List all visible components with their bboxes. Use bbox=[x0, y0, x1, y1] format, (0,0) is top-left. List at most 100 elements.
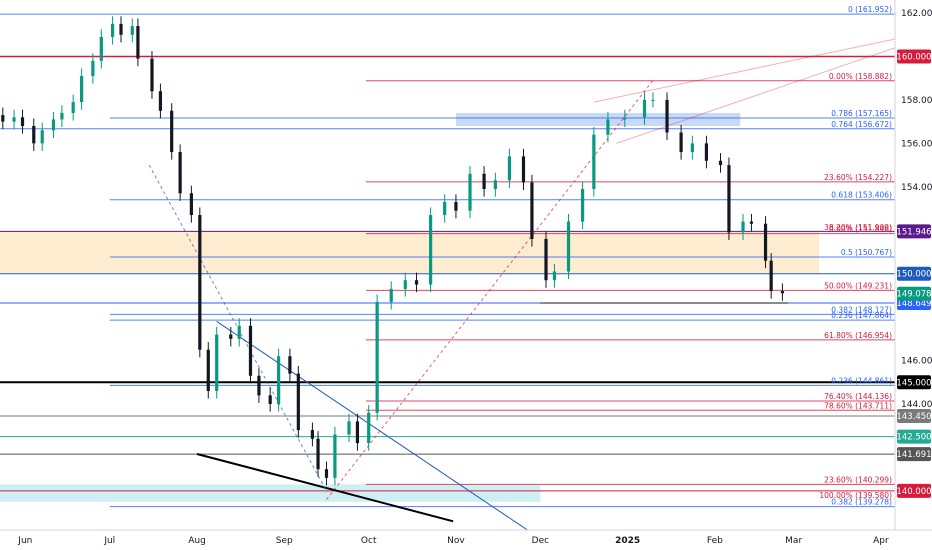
candle-body[interactable] bbox=[566, 221, 571, 272]
candle-body[interactable] bbox=[170, 110, 174, 153]
candle-body[interactable] bbox=[443, 202, 447, 216]
candle-body[interactable] bbox=[206, 349, 210, 391]
time-tick: Aug bbox=[188, 536, 206, 546]
candle-body[interactable] bbox=[414, 280, 419, 285]
candle-body[interactable] bbox=[189, 193, 193, 216]
candle-body[interactable] bbox=[12, 117, 16, 122]
zone-1 bbox=[455, 112, 741, 126]
channel-upper bbox=[593, 38, 896, 103]
price-tag[interactable] bbox=[897, 375, 931, 390]
time-axis-panel[interactable] bbox=[0, 530, 932, 550]
price-tag[interactable] bbox=[897, 483, 931, 498]
candle-body[interactable] bbox=[150, 58, 154, 92]
candle-body[interactable] bbox=[215, 334, 219, 391]
candle-body[interactable] bbox=[20, 117, 25, 126]
price-tag[interactable] bbox=[897, 429, 931, 444]
candle-body[interactable] bbox=[347, 421, 351, 435]
candle-body[interactable] bbox=[429, 215, 433, 285]
candle-body[interactable] bbox=[1, 115, 5, 122]
candle-body[interactable] bbox=[333, 434, 337, 478]
price-tag[interactable] bbox=[897, 266, 931, 281]
price-tag[interactable] bbox=[897, 286, 931, 301]
fib-label: 0.236 (144.861) bbox=[831, 376, 892, 385]
candle-body[interactable] bbox=[454, 202, 458, 211]
candle-body[interactable] bbox=[32, 125, 36, 144]
candle-body[interactable] bbox=[606, 119, 610, 135]
candle-body[interactable] bbox=[665, 99, 669, 133]
candle-body[interactable] bbox=[592, 134, 596, 189]
candle-body[interactable] bbox=[727, 165, 731, 233]
candle-body[interactable] bbox=[375, 301, 379, 413]
candle-body[interactable] bbox=[780, 291, 785, 294]
candle-body[interactable] bbox=[403, 280, 407, 289]
drawings-layer bbox=[148, 38, 896, 540]
candle-body[interactable] bbox=[468, 173, 472, 211]
candle-body[interactable] bbox=[507, 156, 512, 181]
candle-body[interactable] bbox=[158, 91, 163, 111]
candle-body[interactable] bbox=[268, 395, 272, 405]
price-tag[interactable] bbox=[897, 408, 931, 423]
candle-body[interactable] bbox=[99, 36, 103, 61]
fib-label: 38.20% (151.909) bbox=[824, 223, 892, 232]
candle-body[interactable] bbox=[763, 223, 768, 261]
time-tick: Jun bbox=[17, 536, 32, 546]
price-tag[interactable] bbox=[897, 224, 931, 239]
candle-body[interactable] bbox=[580, 188, 585, 222]
candle-body[interactable] bbox=[493, 180, 497, 189]
candle-body[interactable] bbox=[718, 160, 723, 166]
candle-body[interactable] bbox=[544, 238, 548, 281]
candle-body[interactable] bbox=[40, 130, 44, 144]
candle-body[interactable] bbox=[316, 438, 320, 470]
candle-body[interactable] bbox=[769, 260, 773, 292]
fib-labels-layer: 0 (161.952) 0.786 (157.165) 0.764 (156.672… bbox=[819, 5, 892, 507]
candle-body[interactable] bbox=[679, 132, 683, 153]
price-tag[interactable] bbox=[897, 447, 931, 462]
price-tag-label: 149.078 bbox=[896, 290, 931, 300]
candles-layer[interactable] bbox=[1, 16, 785, 486]
zone-2 bbox=[0, 484, 541, 502]
candle-body[interactable] bbox=[521, 156, 526, 183]
candle-body[interactable] bbox=[642, 99, 647, 118]
candle-body[interactable] bbox=[552, 271, 557, 281]
candle-body[interactable] bbox=[136, 26, 140, 59]
candle-body[interactable] bbox=[530, 182, 534, 239]
candle-body[interactable] bbox=[296, 373, 300, 431]
candle-body[interactable] bbox=[60, 112, 64, 120]
candle-body[interactable] bbox=[310, 430, 315, 439]
channel-lower bbox=[616, 47, 896, 144]
candle-body[interactable] bbox=[355, 421, 360, 444]
candle-body[interactable] bbox=[482, 173, 486, 189]
candle-body[interactable] bbox=[178, 152, 182, 194]
candle-body[interactable] bbox=[198, 215, 202, 350]
time-tick: Sep bbox=[276, 536, 293, 546]
candle-body[interactable] bbox=[749, 221, 754, 224]
candle-body[interactable] bbox=[237, 325, 241, 339]
candle-body[interactable] bbox=[91, 60, 95, 77]
candle-body[interactable] bbox=[130, 26, 134, 35]
candle-body[interactable] bbox=[257, 375, 261, 396]
candle-body[interactable] bbox=[704, 143, 709, 161]
candle-body[interactable] bbox=[80, 76, 84, 103]
candle-body[interactable] bbox=[367, 412, 371, 444]
candle-body[interactable] bbox=[324, 469, 329, 478]
candle-body[interactable] bbox=[623, 117, 627, 120]
time-tick: 2025 bbox=[615, 536, 640, 546]
candle-body[interactable] bbox=[277, 356, 281, 405]
candle-body[interactable] bbox=[288, 356, 292, 374]
price-tag[interactable] bbox=[897, 49, 931, 64]
candle-body[interactable] bbox=[690, 143, 694, 153]
time-tick: Feb bbox=[707, 536, 723, 546]
candle-body[interactable] bbox=[389, 288, 393, 302]
candle-body[interactable] bbox=[229, 334, 233, 339]
candle-body[interactable] bbox=[71, 102, 75, 113]
time-axis[interactable]: Jun Jul Aug Sep Oct Nov Dec 2025 Feb Mar Apr bbox=[17, 536, 889, 546]
candle-body[interactable] bbox=[741, 221, 745, 233]
candle-body[interactable] bbox=[248, 325, 253, 376]
candle-body[interactable] bbox=[119, 23, 123, 35]
candle-body[interactable] bbox=[651, 99, 655, 101]
trendline-descending[interactable] bbox=[216, 321, 541, 540]
price-axis[interactable]: 162.000 158.000 156.000 154.000 146.000 144.0… bbox=[896, 9, 932, 498]
candle-body[interactable] bbox=[51, 119, 56, 131]
candle-body[interactable] bbox=[110, 23, 115, 37]
